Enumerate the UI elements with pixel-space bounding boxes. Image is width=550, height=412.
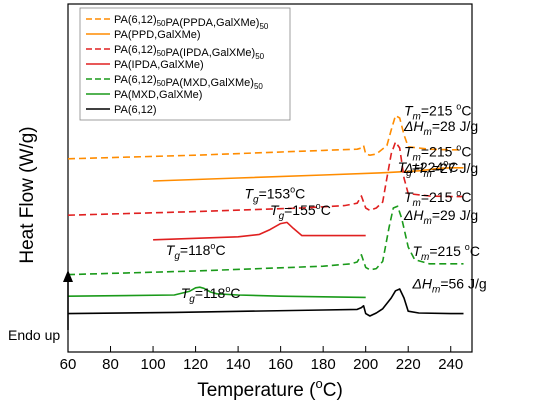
x-tick-label: 120 — [183, 356, 208, 373]
endo-up-arrow-icon — [63, 270, 73, 330]
series-line-1 — [67, 114, 464, 160]
series-line-7 — [67, 288, 464, 317]
legend-label-6: PA(MXD,GalXMe) — [114, 89, 202, 101]
plot-border — [67, 3, 473, 353]
annotation-5: ΔHm=27 J/g — [403, 160, 478, 180]
endo-arrow-head — [63, 270, 73, 282]
annotation-9: ΔHm=29 J/g — [403, 207, 478, 227]
x-ticks: 60 80 100 120 140 160 180 200 220 240 — [60, 346, 463, 373]
annotation-1: Tm=215 oC — [404, 102, 471, 123]
x-tick-label: 240 — [438, 356, 463, 373]
annotation-7: Tg=155oC — [270, 201, 331, 222]
legend-label-2: PA(PPD,GalXMe) — [114, 29, 201, 41]
x-tick-label: 200 — [353, 356, 378, 373]
x-tick-label: 160 — [268, 356, 293, 373]
x-tick-label: 180 — [311, 356, 336, 373]
legend-label-7: PA(6,12) — [114, 104, 157, 116]
series-line-6 — [67, 286, 366, 299]
annotation-12: Tm=215 oC — [412, 242, 479, 263]
legend-label-1: PA(6,12)50PA(PPDA,GalXMe)50 — [114, 14, 269, 31]
plot-frame — [67, 3, 473, 353]
endo-up-label: Endo up — [8, 327, 60, 343]
series-line-4 — [153, 221, 366, 241]
legend-label-5: PA(6,12)50PA(MXD,GalXMe)50 — [114, 74, 263, 91]
series-line-3 — [67, 141, 464, 216]
annotation-11: Tg=118oC — [181, 284, 241, 305]
y-axis-label: Heat Flow (W/g) — [17, 126, 38, 263]
annotation-6: Tg=153oC — [244, 184, 305, 205]
series-line-5 — [67, 205, 464, 276]
annotation-8: Tm=215 oC — [404, 188, 471, 209]
annotation-13: ΔHm=56 J/g — [411, 275, 486, 295]
x-tick-label: 100 — [141, 356, 166, 373]
annotation-10: Tg=118oC — [166, 241, 226, 262]
legend: PA(6,12)50PA(PPDA,GalXMe)50PA(PPD,GalXMe… — [79, 7, 291, 121]
annotation-4: Tm=215 oC — [404, 142, 471, 163]
x-tick-label: 140 — [226, 356, 251, 373]
x-tick-label: 80 — [102, 356, 119, 373]
x-tick-label: 220 — [396, 356, 421, 373]
series-layer — [67, 114, 464, 317]
x-tick-label: 60 — [60, 356, 77, 373]
annotation-3: Tg=224oC — [398, 158, 459, 179]
legend-label-3: PA(6,12)50PA(IPDA,GalXMe)50 — [114, 44, 265, 61]
series-line-2 — [153, 167, 464, 182]
x-axis-label: Temperature (oC) — [197, 376, 343, 401]
legend-box — [79, 7, 291, 121]
annotation-2: ΔHm=28 J/g — [403, 118, 478, 138]
legend-label-4: PA(IPDA,GalXMe) — [114, 59, 204, 71]
